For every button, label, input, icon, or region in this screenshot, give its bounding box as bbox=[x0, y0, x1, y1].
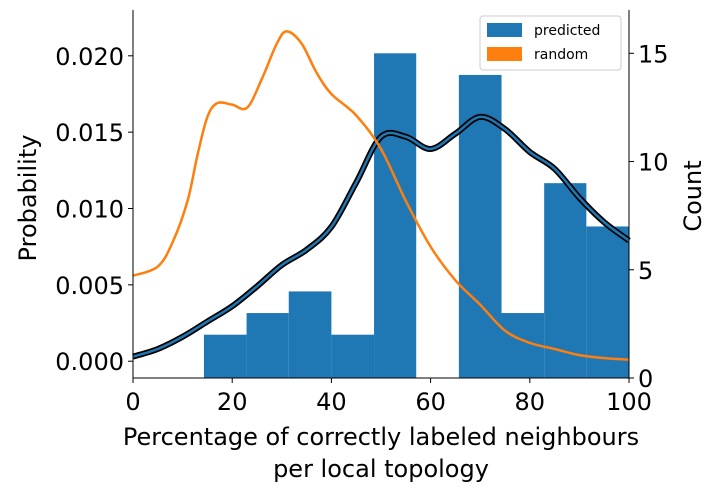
y-right-tick-label: 10 bbox=[638, 149, 669, 177]
legend: predicted random bbox=[479, 15, 622, 71]
x-axis-label-line1: Percentage of correctly labeled neighbou… bbox=[123, 423, 639, 451]
kde-line-random bbox=[132, 30, 630, 361]
y-left-tick-label: 0.000 bbox=[55, 348, 124, 376]
x-tick-label: 40 bbox=[316, 388, 347, 416]
histogram-bar bbox=[203, 334, 247, 378]
x-axis-label-line2: per local topology bbox=[273, 455, 489, 483]
y-right-tick-label: 0 bbox=[638, 365, 653, 393]
x-tick-label: 20 bbox=[217, 388, 248, 416]
histogram-bar bbox=[544, 183, 587, 378]
histogram-bars bbox=[203, 53, 629, 379]
kde-line-predicted bbox=[132, 115, 630, 358]
legend-swatch-predicted bbox=[487, 23, 522, 37]
y-axis-right-ticks: 0 5 10 15 bbox=[629, 40, 669, 393]
legend-swatch-random bbox=[487, 47, 522, 61]
y-axis-left-label: Probability bbox=[14, 135, 42, 262]
y-right-tick-label: 5 bbox=[638, 257, 653, 285]
y-left-tick-label: 0.010 bbox=[55, 196, 124, 224]
histogram-bar bbox=[374, 53, 417, 378]
x-tick-label: 60 bbox=[415, 388, 446, 416]
y-left-tick-label: 0.005 bbox=[55, 272, 124, 300]
y-left-tick-label: 0.020 bbox=[55, 43, 124, 71]
x-tick-label: 0 bbox=[125, 388, 140, 416]
y-axis-left-ticks: 0.000 0.005 0.010 0.015 0.020 bbox=[55, 43, 133, 376]
y-axis-right-label: Count bbox=[679, 160, 707, 231]
y-right-tick-label: 15 bbox=[638, 40, 669, 68]
histogram-bar bbox=[246, 313, 289, 378]
y-left-tick-label: 0.015 bbox=[55, 119, 124, 147]
legend-label-random: random bbox=[534, 47, 588, 63]
x-axis-ticks: 0 20 40 60 80 100 bbox=[125, 378, 652, 416]
x-tick-label: 100 bbox=[606, 388, 652, 416]
histogram-bar bbox=[331, 334, 375, 378]
legend-label-predicted: predicted bbox=[534, 23, 600, 39]
histogram-bar bbox=[586, 226, 629, 378]
density-lines bbox=[132, 30, 631, 361]
x-tick-label: 80 bbox=[515, 388, 546, 416]
histogram-bar bbox=[288, 291, 332, 378]
